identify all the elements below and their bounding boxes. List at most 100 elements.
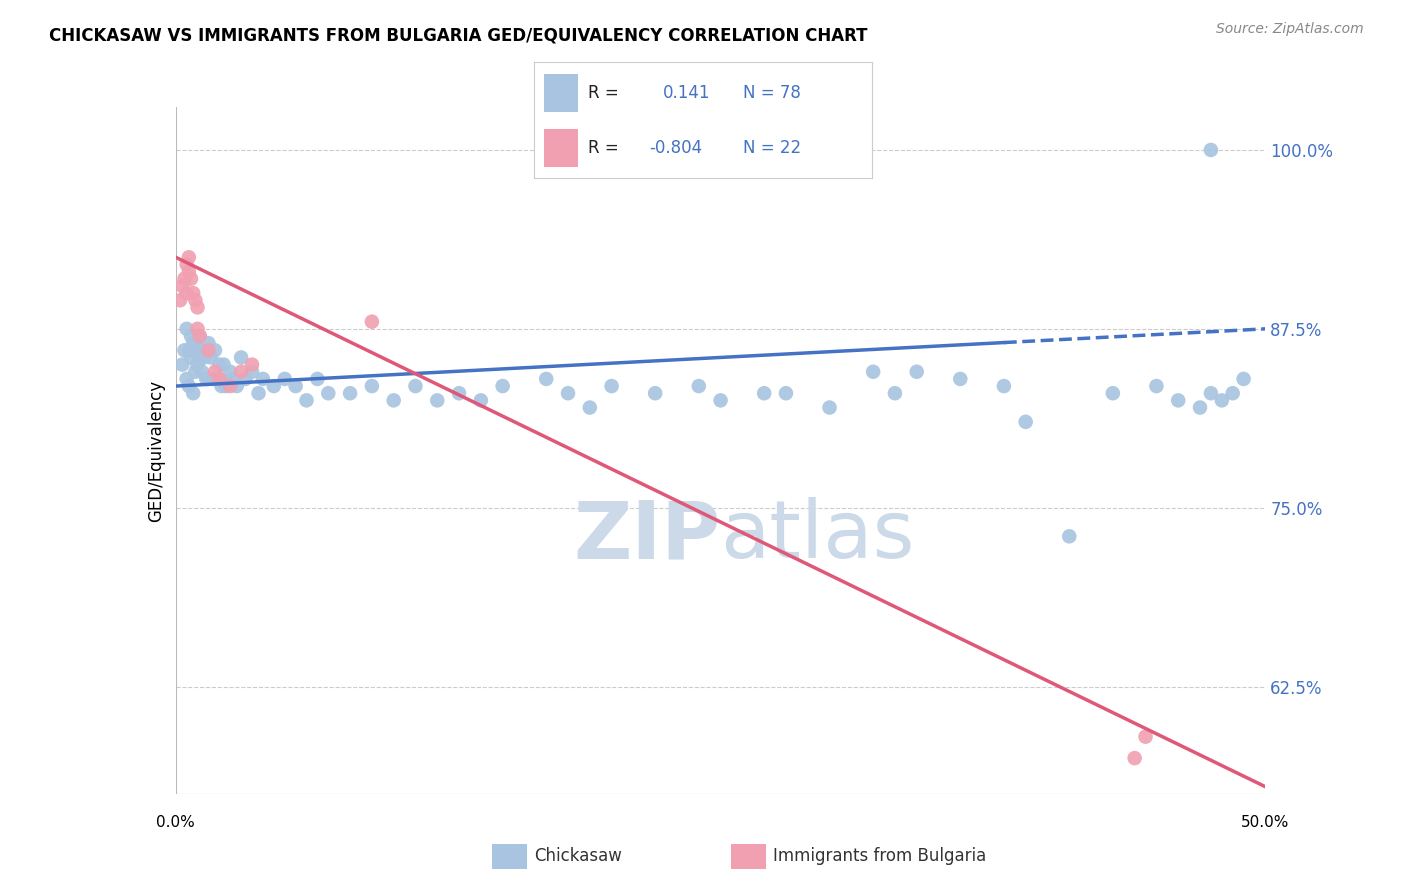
- Text: N = 78: N = 78: [744, 84, 801, 103]
- Point: [274, 372, 297, 386]
- Text: Source: ZipAtlas.com: Source: ZipAtlas.com: [1216, 22, 1364, 37]
- Text: 0.141: 0.141: [662, 84, 710, 103]
- Point: [557, 386, 579, 401]
- Point: [225, 379, 247, 393]
- Point: [235, 372, 257, 386]
- Point: [252, 372, 274, 386]
- Point: [295, 393, 318, 408]
- Point: [688, 379, 710, 393]
- Point: [176, 257, 198, 271]
- Point: [184, 365, 207, 379]
- Point: [231, 351, 253, 365]
- Point: [204, 365, 226, 379]
- Point: [231, 365, 253, 379]
- Text: R =: R =: [588, 138, 619, 157]
- Point: [600, 379, 623, 393]
- Text: 0.0%: 0.0%: [156, 815, 195, 830]
- Text: Immigrants from Bulgaria: Immigrants from Bulgaria: [773, 847, 987, 865]
- Point: [862, 365, 884, 379]
- Point: [219, 379, 242, 393]
- Point: [212, 358, 235, 372]
- Point: [263, 379, 285, 393]
- Point: [1189, 401, 1212, 415]
- Point: [1211, 393, 1233, 408]
- Point: [191, 365, 214, 379]
- Point: [176, 286, 198, 301]
- Point: [905, 365, 928, 379]
- Point: [1167, 393, 1189, 408]
- Point: [884, 386, 907, 401]
- Point: [949, 372, 972, 386]
- Text: 50.0%: 50.0%: [1241, 815, 1289, 830]
- Point: [181, 286, 204, 301]
- Point: [186, 358, 209, 372]
- Point: [1199, 386, 1222, 401]
- Point: [1059, 529, 1081, 543]
- Point: [754, 386, 776, 401]
- Point: [339, 386, 361, 401]
- Point: [240, 358, 263, 372]
- Point: [361, 315, 384, 329]
- Point: [195, 372, 218, 386]
- Bar: [544, 74, 578, 112]
- Text: Chickasaw: Chickasaw: [534, 847, 621, 865]
- Point: [204, 343, 226, 358]
- Point: [247, 386, 270, 401]
- Point: [405, 379, 427, 393]
- Point: [180, 351, 202, 365]
- Point: [191, 343, 214, 358]
- Point: [307, 372, 329, 386]
- Point: [208, 372, 231, 386]
- Point: [197, 372, 219, 386]
- Text: ZIP: ZIP: [574, 498, 721, 575]
- Point: [181, 386, 204, 401]
- Point: [1146, 379, 1168, 393]
- Point: [579, 401, 602, 415]
- Point: [188, 329, 211, 343]
- Point: [361, 379, 384, 393]
- Point: [644, 386, 666, 401]
- Y-axis label: GED/Equivalency: GED/Equivalency: [146, 379, 165, 522]
- Point: [180, 329, 202, 343]
- Point: [1233, 372, 1256, 386]
- Point: [208, 358, 231, 372]
- Point: [177, 264, 200, 278]
- Point: [215, 379, 238, 393]
- Point: [426, 393, 449, 408]
- Point: [1135, 730, 1157, 744]
- Text: CHICKASAW VS IMMIGRANTS FROM BULGARIA GED/EQUIVALENCY CORRELATION CHART: CHICKASAW VS IMMIGRANTS FROM BULGARIA GE…: [49, 27, 868, 45]
- Point: [201, 372, 224, 386]
- Point: [200, 351, 222, 365]
- Point: [284, 379, 307, 393]
- Point: [197, 343, 219, 358]
- Point: [208, 372, 231, 386]
- Point: [177, 379, 200, 393]
- Text: N = 22: N = 22: [744, 138, 801, 157]
- Point: [492, 379, 515, 393]
- Point: [221, 372, 243, 386]
- Point: [710, 393, 733, 408]
- Point: [211, 379, 233, 393]
- Point: [176, 372, 198, 386]
- Point: [240, 365, 263, 379]
- Point: [188, 329, 211, 343]
- Point: [1222, 386, 1244, 401]
- Point: [818, 401, 841, 415]
- Point: [172, 279, 194, 293]
- Point: [173, 271, 195, 285]
- Point: [169, 293, 191, 308]
- Point: [219, 365, 242, 379]
- Point: [173, 343, 195, 358]
- Point: [184, 293, 207, 308]
- Point: [184, 336, 207, 351]
- Point: [176, 322, 198, 336]
- Text: R =: R =: [588, 84, 619, 103]
- Point: [186, 301, 209, 315]
- Point: [382, 393, 405, 408]
- Point: [993, 379, 1015, 393]
- Point: [775, 386, 797, 401]
- Text: -0.804: -0.804: [650, 138, 702, 157]
- Text: atlas: atlas: [721, 498, 915, 575]
- Point: [188, 351, 211, 365]
- Point: [186, 322, 209, 336]
